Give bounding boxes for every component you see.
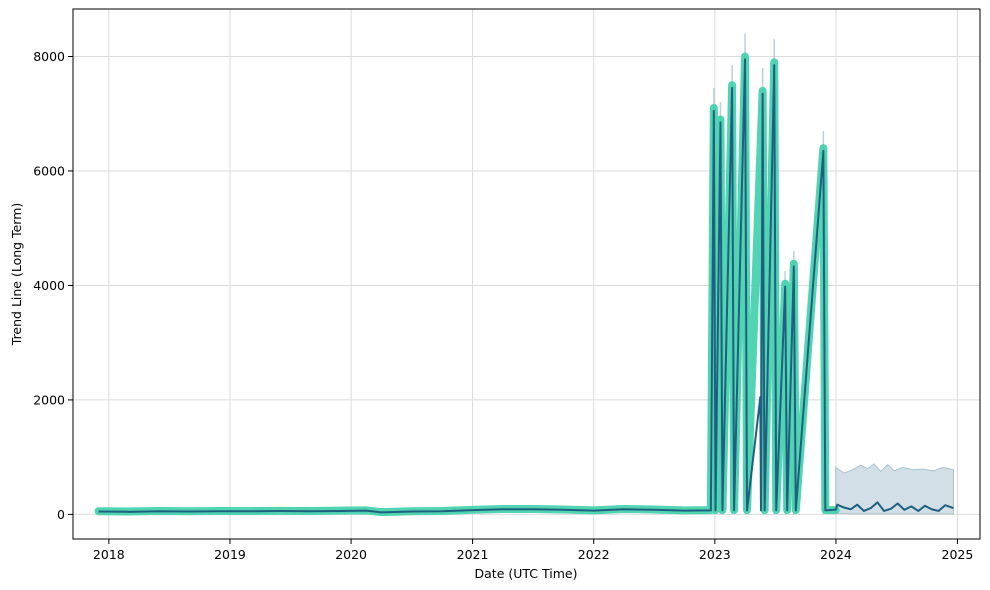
x-tick-label: 2022 (578, 547, 610, 562)
uncertainty-band-layer (835, 463, 954, 515)
uncertainty-band (835, 463, 954, 515)
x-axis-label: Date (UTC Time) (475, 566, 578, 581)
grid-lines (73, 9, 980, 539)
series-actual-line (94, 52, 840, 517)
x-tick-label: 2018 (93, 547, 125, 562)
y-tick-label: 8000 (33, 49, 65, 64)
plot-frame (72, 8, 981, 540)
x-tick-label: 2023 (699, 547, 731, 562)
x-tick-label: 2021 (457, 547, 489, 562)
series-fit-line (98, 58, 954, 514)
x-axis-ticks: 2018 2019 2020 2021 2022 2023 2024 2025 (93, 539, 973, 562)
x-tick-label: 2020 (335, 547, 367, 562)
x-tick-label: 2025 (942, 547, 974, 562)
y-axis-ticks: 0 2000 4000 6000 8000 (33, 49, 73, 522)
series-layer (94, 52, 954, 517)
y-tick-label: 4000 (33, 278, 65, 293)
y-tick-label: 6000 (33, 163, 65, 178)
x-tick-label: 2024 (820, 547, 852, 562)
y-axis-label: Trend Line (Long Term) (9, 203, 24, 346)
y-tick-label: 0 (57, 507, 65, 522)
y-tick-label: 2000 (33, 392, 65, 407)
x-tick-label: 2019 (214, 547, 246, 562)
